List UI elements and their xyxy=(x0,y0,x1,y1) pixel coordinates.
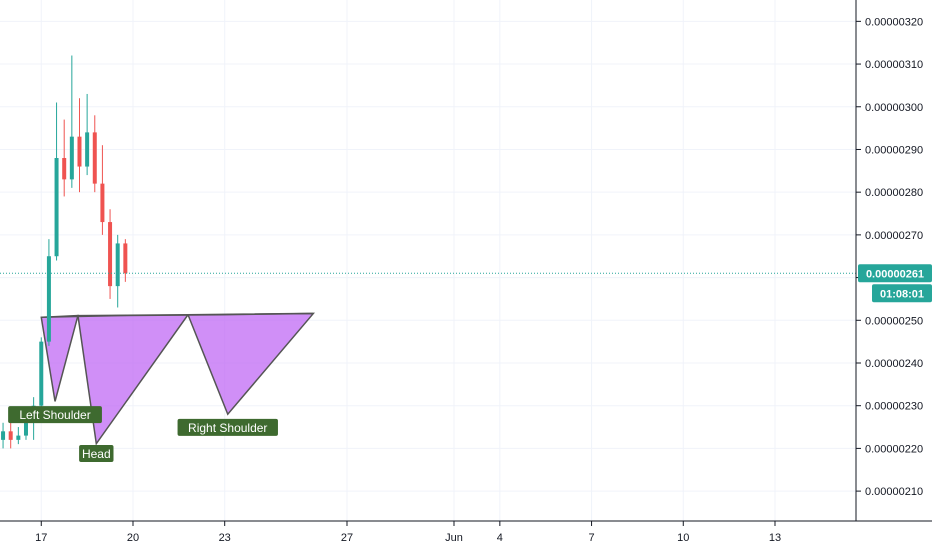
current-price-tag xyxy=(858,264,932,283)
y-tick-label: 0.00000230 xyxy=(865,401,923,413)
x-tick-label: Jun xyxy=(445,532,463,544)
candle-body xyxy=(54,158,59,257)
candle-body xyxy=(46,256,51,342)
candle-body xyxy=(69,136,74,180)
y-tick-label: 0.00000220 xyxy=(865,443,923,455)
pattern-label-bg xyxy=(177,418,278,436)
candle-body xyxy=(23,422,28,436)
candle-body xyxy=(115,243,120,287)
y-tick-label: 0.00000240 xyxy=(865,358,923,370)
y-tick-label: 0.00000320 xyxy=(865,16,923,28)
y-tick-label: 0.00000250 xyxy=(865,315,923,327)
candle-body xyxy=(92,132,97,184)
y-tick-label: 0.00000290 xyxy=(865,144,923,156)
candle-body xyxy=(8,431,13,440)
x-tick-label: 7 xyxy=(588,532,594,544)
pattern-label: Head xyxy=(79,444,114,462)
candle-body xyxy=(16,435,21,440)
y-tick-label: 0.00000300 xyxy=(865,102,923,114)
candle-body xyxy=(62,158,67,180)
y-tick-label: 0.00000270 xyxy=(865,230,923,242)
pattern-label: Right Shoulder xyxy=(177,418,278,436)
pattern-label-bg xyxy=(8,406,102,424)
x-tick-label: 27 xyxy=(341,532,353,544)
y-tick-label: 0.00000280 xyxy=(865,187,923,199)
pattern-region-1 xyxy=(40,314,79,402)
y-tick-label: 0.00000310 xyxy=(865,59,923,71)
candle-body xyxy=(77,136,82,167)
candle-body xyxy=(1,431,6,440)
current-price-label: 0.00000261 xyxy=(866,268,924,280)
candle-body xyxy=(123,243,128,274)
inverse-head-and-shoulders-pattern[interactable] xyxy=(40,312,315,446)
pattern-label-text: Right Shoulder xyxy=(188,421,267,435)
pattern-labels: Left Shoulder Head Right Shoulder xyxy=(8,406,278,462)
countdown-label: 01:08:01 xyxy=(880,288,924,300)
x-tick-label: 10 xyxy=(677,532,689,544)
x-tick-label: 4 xyxy=(497,532,503,544)
countdown-tag xyxy=(872,284,932,303)
candle-body xyxy=(100,183,105,223)
x-tick-label: 20 xyxy=(127,532,139,544)
pattern-region-3 xyxy=(186,312,315,416)
chart-grid xyxy=(0,0,856,521)
x-tick-label: 23 xyxy=(219,532,231,544)
y-tick-label: 0.00000210 xyxy=(865,486,923,498)
pattern-neckline xyxy=(41,312,314,319)
candle-body xyxy=(85,132,90,167)
x-tick-label: 13 xyxy=(769,532,781,544)
pattern-label-text: Head xyxy=(82,447,111,461)
candlestick-series xyxy=(1,55,128,449)
pattern-label: Left Shoulder xyxy=(8,406,102,424)
pattern-label-bg xyxy=(79,444,114,462)
candle-body xyxy=(108,222,113,287)
x-tick-label: 17 xyxy=(35,532,47,544)
pattern-label-text: Left Shoulder xyxy=(19,408,90,422)
candle-body xyxy=(39,341,44,406)
